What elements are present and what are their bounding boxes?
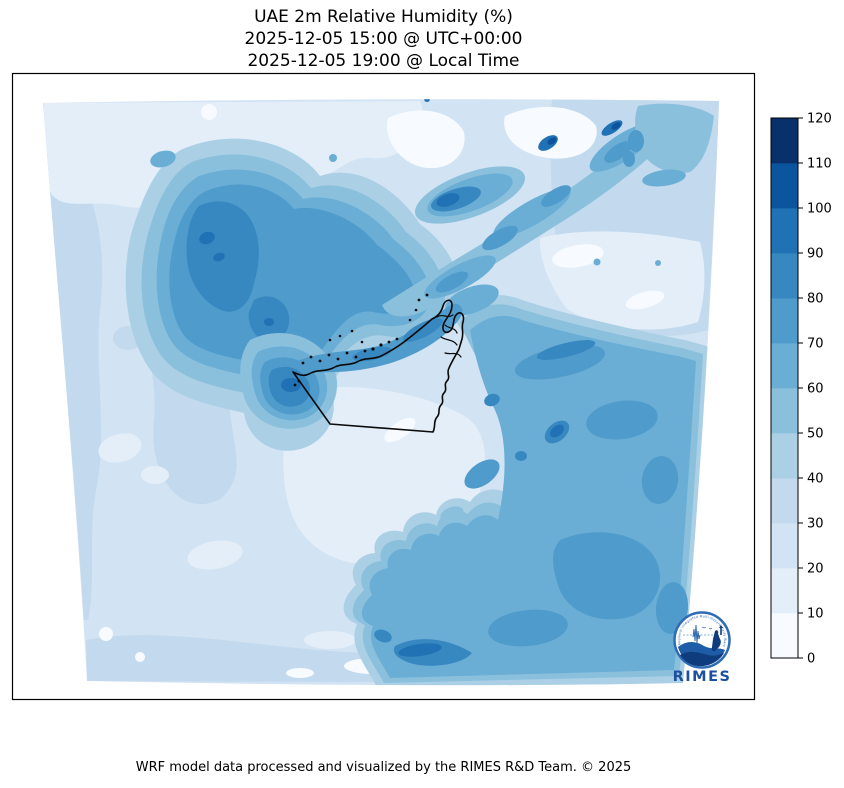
humid-mass-east: [343, 295, 710, 686]
colorbar-segment: [771, 253, 798, 299]
palm-tree-icon: [719, 625, 723, 635]
colorbar-segment: [771, 343, 798, 389]
colorbar-tick-label: 40: [807, 472, 824, 487]
rimes-logo: Regional Integrated Multi-Hazard Early W…: [673, 611, 732, 685]
colorbar-tick-label: 100: [807, 202, 832, 217]
colorbar-segment: [771, 118, 798, 164]
colorbar-segment: [771, 568, 798, 614]
birds-icon: [701, 626, 713, 630]
colorbar-segment: [771, 163, 798, 209]
colorbar-segment: [771, 388, 798, 434]
colorbar-segment: [771, 523, 798, 569]
seismograph-icon: [692, 624, 701, 644]
humid-patches-ne-corner: [150, 103, 714, 266]
colorbar-segment: [771, 613, 798, 659]
colorbar: 0 10 20 30 40 50 60 70 80 90 100 110 120: [770, 112, 832, 667]
colorbar-tick-label: 120: [807, 112, 832, 127]
colorbar-tick-label: 30: [807, 517, 824, 532]
humid-coastal-band: [296, 284, 499, 373]
colorbar-segment: [771, 298, 798, 344]
colorbar-segment: [771, 208, 798, 254]
colorbar-tick-label: 0: [807, 652, 815, 667]
rimes-logo-wordmark: RIMES: [673, 669, 732, 685]
title-line-1: UAE 2m Relative Humidity (%): [254, 7, 513, 27]
colorbar-tick-label: 10: [807, 607, 824, 622]
island-dots: [293, 293, 429, 387]
colorbar-tick-label: 90: [807, 247, 824, 262]
colorbar-tick-label: 50: [807, 427, 824, 442]
colorbar-segment: [771, 433, 798, 479]
humid-mass-gulf: [125, 138, 460, 451]
title-line-2: 2025-12-05 15:00 @ UTC+00:00: [244, 29, 523, 49]
uae-outline: [292, 293, 465, 433]
colorbar-tick-label: 80: [807, 292, 824, 307]
humid-streaks-northeast: [382, 99, 676, 317]
colorbar-tick-label: 70: [807, 337, 824, 352]
figure-icon: [711, 630, 721, 652]
colorbar-tick-label: 110: [807, 157, 832, 172]
colorbar-tick-label: 20: [807, 562, 824, 577]
colorbar-tick-label: 60: [807, 382, 824, 397]
contour-level-0: [99, 104, 665, 678]
humidity-contour-field: [43, 99, 719, 686]
credit-text: WRF model data processed and visualized …: [135, 760, 632, 775]
title-line-3: 2025-12-05 19:00 @ Local Time: [247, 51, 520, 71]
colorbar-segment: [771, 478, 798, 524]
figure-title: UAE 2m Relative Humidity (%) 2025-12-05 …: [12, 6, 755, 72]
